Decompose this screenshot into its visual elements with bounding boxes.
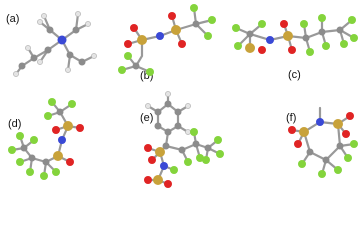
label-f: (f) xyxy=(286,112,296,124)
molecule-a xyxy=(13,11,97,77)
molecule-c xyxy=(232,14,358,56)
molecule-f xyxy=(288,106,358,178)
figure: (a) (b) (c) (d) (e) (f) xyxy=(6,4,358,188)
page: (a) (b) (c) (d) (e) (f) xyxy=(6,4,358,188)
molecule-d xyxy=(8,98,84,180)
label-a: (a) xyxy=(6,13,19,25)
label-c: (c) xyxy=(288,69,301,81)
label-e: (e) xyxy=(140,112,153,124)
label-d: (d) xyxy=(8,118,21,130)
molecule-b xyxy=(118,4,216,76)
molecule-e xyxy=(144,91,224,188)
